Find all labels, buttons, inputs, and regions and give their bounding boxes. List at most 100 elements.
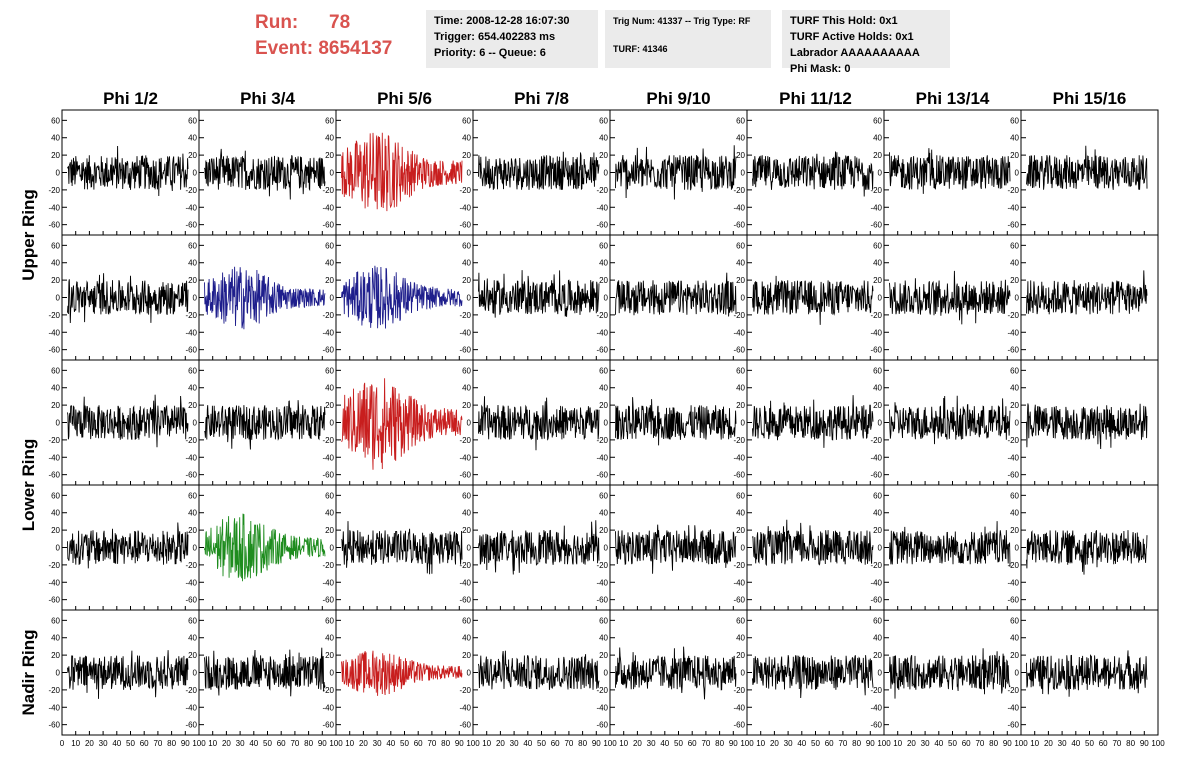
- x-tick-label: 40: [797, 739, 806, 748]
- x-tick-label: 10: [756, 739, 765, 748]
- y-tick-label: 40: [873, 384, 882, 393]
- y-tick-label: 20: [599, 526, 608, 535]
- y-tick-label: 40: [325, 509, 334, 518]
- x-tick-label: 30: [1058, 739, 1067, 748]
- y-tick-label: 60: [51, 366, 60, 375]
- y-tick-label: 60: [188, 241, 197, 250]
- y-tick-label: -40: [1007, 453, 1019, 462]
- y-tick-label: -20: [870, 311, 882, 320]
- y-tick-label: 60: [873, 616, 882, 625]
- y-tick-label: 60: [462, 491, 471, 500]
- y-tick-label: 60: [736, 491, 745, 500]
- x-tick-label: 50: [126, 739, 135, 748]
- y-tick-label: 60: [462, 366, 471, 375]
- x-tick-label: 40: [934, 739, 943, 748]
- y-tick-label: 0: [604, 419, 609, 428]
- x-tick-label: 10: [345, 739, 354, 748]
- y-tick-label: 40: [51, 384, 60, 393]
- y-tick-label: 20: [325, 276, 334, 285]
- y-tick-label: 0: [193, 544, 198, 553]
- x-tick-label: 70: [975, 739, 984, 748]
- y-tick-label: 0: [741, 294, 746, 303]
- y-tick-label: 60: [736, 366, 745, 375]
- y-tick-label: 40: [51, 634, 60, 643]
- y-tick-label: -40: [596, 578, 608, 587]
- y-tick-label: -60: [596, 221, 608, 230]
- y-tick-label: 0: [467, 294, 472, 303]
- x-tick-label: 90: [729, 739, 738, 748]
- y-tick-label: -20: [1007, 686, 1019, 695]
- x-tick-label: 20: [770, 739, 779, 748]
- y-tick-label: 40: [599, 134, 608, 143]
- y-tick-label: 0: [878, 419, 883, 428]
- waveform-trace: [752, 519, 874, 567]
- y-tick-label: -20: [322, 686, 334, 695]
- y-tick-label: 40: [736, 259, 745, 268]
- y-tick-label: -20: [185, 186, 197, 195]
- column-title: Phi 11/12: [779, 89, 852, 108]
- y-tick-label: -60: [596, 596, 608, 605]
- y-tick-label: 60: [1010, 366, 1019, 375]
- y-tick-label: 60: [51, 616, 60, 625]
- y-tick-label: 60: [325, 616, 334, 625]
- y-tick-label: 40: [188, 134, 197, 143]
- y-tick-label: -20: [596, 686, 608, 695]
- y-tick-label: 0: [330, 419, 335, 428]
- y-tick-label: 20: [51, 151, 60, 160]
- waveform-trace: [478, 151, 600, 191]
- y-tick-label: -60: [596, 721, 608, 730]
- y-tick-label: 40: [325, 259, 334, 268]
- y-tick-label: -40: [870, 703, 882, 712]
- y-tick-label: -60: [870, 221, 882, 230]
- x-tick-label: 70: [701, 739, 710, 748]
- y-tick-label: 0: [878, 169, 883, 178]
- y-tick-label: 60: [51, 116, 60, 125]
- waveform-trace: [67, 522, 189, 569]
- y-tick-label: -60: [733, 221, 745, 230]
- waveform-trace: [889, 270, 1011, 325]
- y-tick-label: -40: [185, 328, 197, 337]
- y-tick-label: 40: [325, 384, 334, 393]
- y-tick-label: 0: [1015, 544, 1020, 553]
- waveform-trace: [341, 521, 463, 575]
- x-tick-label: 100: [1014, 739, 1028, 748]
- y-tick-label: -40: [459, 453, 471, 462]
- waveform-trace: [889, 148, 1011, 194]
- x-tick-label: 90: [1140, 739, 1149, 748]
- waveform-trace: [478, 396, 600, 451]
- waveform-trace: [204, 148, 326, 200]
- y-tick-label: -20: [1007, 436, 1019, 445]
- y-tick-label: -60: [48, 346, 60, 355]
- y-tick-label: 60: [736, 116, 745, 125]
- y-tick-label: 60: [325, 241, 334, 250]
- y-tick-label: -40: [870, 203, 882, 212]
- time-info-box: Time: 2008-12-28 16:07:30 Trigger: 654.4…: [426, 10, 598, 68]
- y-tick-label: 60: [188, 616, 197, 625]
- y-tick-label: 0: [330, 169, 335, 178]
- y-tick-label: -40: [459, 578, 471, 587]
- run-event-header: Run: 78 Event: 8654137: [255, 10, 392, 62]
- y-tick-label: -60: [1007, 346, 1019, 355]
- y-tick-label: 60: [736, 241, 745, 250]
- y-tick-label: 20: [188, 276, 197, 285]
- x-tick-label: 20: [633, 739, 642, 748]
- y-tick-label: 0: [193, 669, 198, 678]
- y-tick-label: -20: [48, 686, 60, 695]
- y-tick-label: -60: [1007, 471, 1019, 480]
- y-tick-label: 20: [736, 401, 745, 410]
- y-tick-label: 20: [873, 276, 882, 285]
- y-tick-label: -20: [48, 436, 60, 445]
- y-tick-label: -40: [870, 328, 882, 337]
- waveform-trace: [67, 145, 189, 197]
- y-tick-label: 20: [873, 401, 882, 410]
- y-tick-label: 0: [1015, 294, 1020, 303]
- y-tick-label: 40: [1010, 634, 1019, 643]
- y-tick-label: 0: [604, 669, 609, 678]
- x-tick-label: 10: [71, 739, 80, 748]
- y-tick-label: 60: [1010, 616, 1019, 625]
- y-tick-label: 40: [599, 634, 608, 643]
- y-tick-label: 40: [51, 509, 60, 518]
- y-tick-label: -60: [870, 471, 882, 480]
- y-tick-label: 0: [467, 169, 472, 178]
- y-tick-label: 40: [188, 509, 197, 518]
